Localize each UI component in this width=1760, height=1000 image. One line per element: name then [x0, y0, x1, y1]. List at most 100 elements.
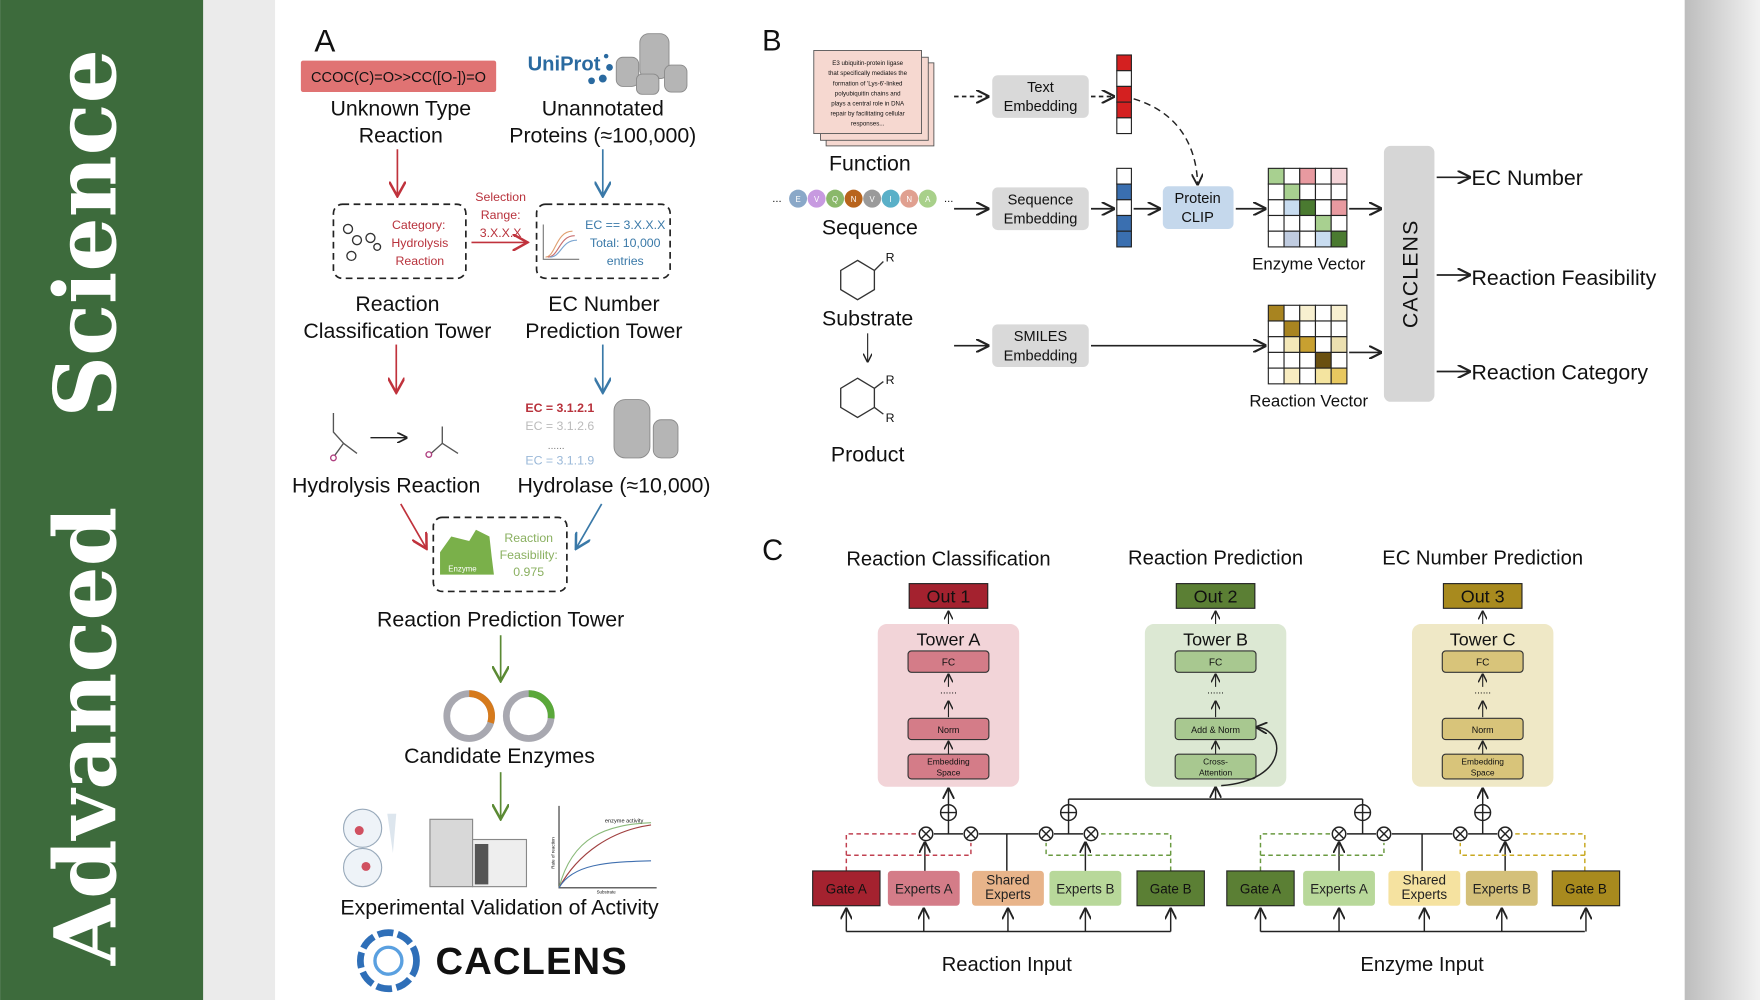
ec-text-3: entries [607, 254, 644, 268]
arrow-blue-3 [576, 503, 603, 549]
hplc-instrument-icon [429, 818, 528, 888]
category-text-1: Category: [392, 218, 445, 232]
grid-cell [1314, 320, 1332, 338]
ellipsis: ...... [1474, 686, 1491, 697]
out-box [908, 583, 989, 609]
panel-a: A CCOC(C)=O>>CC([O-])=O Unknown Type Rea… [292, 24, 711, 993]
vector-cell [1116, 183, 1132, 201]
sequence-bead [918, 189, 937, 208]
bottom-layer [907, 753, 990, 780]
vector-cell [1116, 117, 1132, 135]
gate-dashed-line [1045, 833, 1172, 871]
output-reaction-category: Reaction Category [1471, 360, 1648, 384]
sequence-label: Sequence [822, 216, 918, 240]
banner-background [0, 0, 204, 1000]
sequence-ellipsis: ... [944, 193, 953, 205]
rc-tower-line1: Reaction [355, 292, 439, 316]
reaction-input-label: Reaction Input [942, 954, 1073, 976]
fc-label: FC [942, 658, 955, 669]
ec-list-item: EC = 3.1.2.1 [525, 401, 594, 415]
module-label: Shared [986, 872, 1029, 887]
sum-node-plus [1474, 804, 1491, 821]
vector-cell [1116, 167, 1132, 185]
grid-cell [1314, 351, 1332, 369]
ec-text-2: Total: 10,000 [590, 236, 661, 250]
gate-dashed-line [1459, 833, 1586, 871]
module-label: Gate B [1150, 881, 1192, 896]
module-box [1049, 870, 1122, 906]
grid-cell [1267, 304, 1285, 322]
grid-cell [1330, 304, 1348, 322]
grid-cell [1314, 199, 1332, 217]
arrow-dashed-clip [1133, 98, 1198, 184]
smiles-box [300, 60, 497, 93]
reaction-vector-grid [1267, 304, 1348, 385]
panel-shadow [1684, 0, 1760, 1000]
function-doc-line: polyubiquitin chains and [835, 90, 901, 97]
grid-cell [1299, 304, 1317, 322]
sequence-bead-letter: Q [832, 195, 838, 204]
hydrolase-label: Hydrolase (≈10,000) [518, 474, 711, 498]
grid-cell [1299, 351, 1317, 369]
function-doc-line: E3 ubiquitin-protein ligase [832, 60, 903, 67]
bottom-label: Cross- [1203, 756, 1228, 766]
ec-list-ellipsis: ...... [548, 441, 565, 452]
ec-tower-line2: Prediction Tower [525, 319, 682, 343]
rp-tower-label: Reaction Prediction Tower [377, 607, 624, 631]
category-text-3: Reaction [396, 254, 445, 268]
title-ec-number-prediction: EC Number Prediction [1382, 548, 1583, 570]
hydrolysis-molecules-icon [329, 413, 459, 462]
caclens-logo-text: CACLENS [436, 940, 628, 983]
enzyme-icon-label: Enzyme [448, 564, 477, 573]
panel-c-label: C [762, 535, 783, 567]
text-embedding-label: Text [1027, 80, 1054, 96]
multiply-node-cross [1334, 828, 1345, 839]
grid-cell [1314, 214, 1332, 232]
grid-cell [1299, 367, 1317, 385]
selection-text-3: 3.X.X.X [480, 226, 522, 240]
grid-cell [1299, 183, 1317, 201]
grid-cell [1267, 214, 1285, 232]
grid-cell [1283, 230, 1301, 248]
tower-title: Tower B [1183, 629, 1248, 649]
grid-cell [1330, 320, 1348, 338]
uniprot-logo: UniProt [528, 54, 601, 76]
grid-cell [1330, 367, 1348, 385]
hydrolysis-reaction-label: Hydrolysis Reaction [292, 474, 480, 498]
plot-title: enzyme activity [605, 819, 644, 825]
sequence-bead-letter: I [890, 195, 892, 204]
module-box [1136, 870, 1205, 907]
sequence-vector [1116, 167, 1132, 248]
title-reaction-classification: Reaction Classification [846, 549, 1050, 571]
sequence-bead [881, 189, 900, 208]
gap [203, 0, 276, 1000]
grid-cell [1267, 367, 1285, 385]
out-label: Out 1 [927, 587, 971, 607]
sequence-bead [789, 189, 808, 208]
mid-label: Norm [1472, 725, 1494, 735]
sequence-bead-letter: V [870, 195, 876, 204]
selection-text-1: Selection [475, 190, 526, 204]
grid-cell [1330, 167, 1348, 185]
bottom-label: Embedding [1461, 756, 1504, 766]
sequence-embedding-box [992, 187, 1089, 231]
fc-layer [1441, 650, 1524, 673]
banner-word-science: Science [37, 49, 137, 417]
fc-label: FC [1476, 658, 1489, 669]
panel-b-label: B [762, 26, 781, 58]
enzyme-vector-grid [1267, 167, 1348, 248]
ellipsis: ...... [1207, 686, 1224, 697]
text-vector [1116, 54, 1132, 135]
substrate-label: Substrate [822, 306, 913, 330]
grid-cell [1314, 230, 1332, 248]
module-box [812, 870, 881, 907]
reaction-vector-label: Reaction Vector [1249, 391, 1368, 410]
sequence-ellipsis: ... [772, 193, 781, 205]
panel-b: B E3 ubiquitin-protein ligase that specif… [762, 26, 1656, 467]
module-box [1465, 870, 1538, 906]
grid-cell [1267, 199, 1285, 217]
function-document-text: E3 ubiquitin-protein ligase that specific… [828, 60, 907, 128]
grid-cell [1267, 230, 1285, 248]
